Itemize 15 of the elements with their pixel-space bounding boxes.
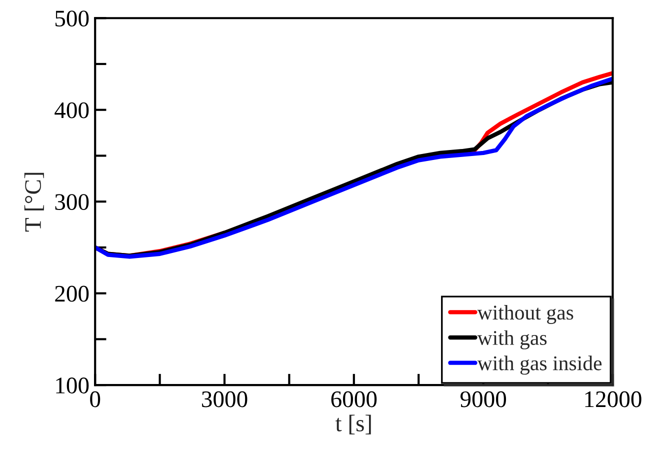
- y-tick-label: 100: [56, 378, 89, 394]
- legend-label: with gas inside: [477, 356, 602, 375]
- x-tick-label: 9000: [460, 391, 506, 408]
- y-tick-label: 300: [55, 194, 89, 210]
- y-tick-label: 200: [55, 286, 89, 302]
- x-tick-label: 6000: [331, 391, 377, 408]
- x-tick-label: 12000: [585, 391, 642, 408]
- legend-label: without gas: [477, 305, 574, 324]
- legend-label: with gas: [477, 330, 547, 350]
- x-axis-title: t [s]: [335, 414, 371, 434]
- y-axis-title: T [°C]: [24, 172, 44, 232]
- x-tick-label: 0: [90, 391, 100, 408]
- y-tick-label: 400: [54, 102, 89, 118]
- y-tick-label: 500: [56, 10, 89, 27]
- x-tick-label: 3000: [202, 391, 248, 408]
